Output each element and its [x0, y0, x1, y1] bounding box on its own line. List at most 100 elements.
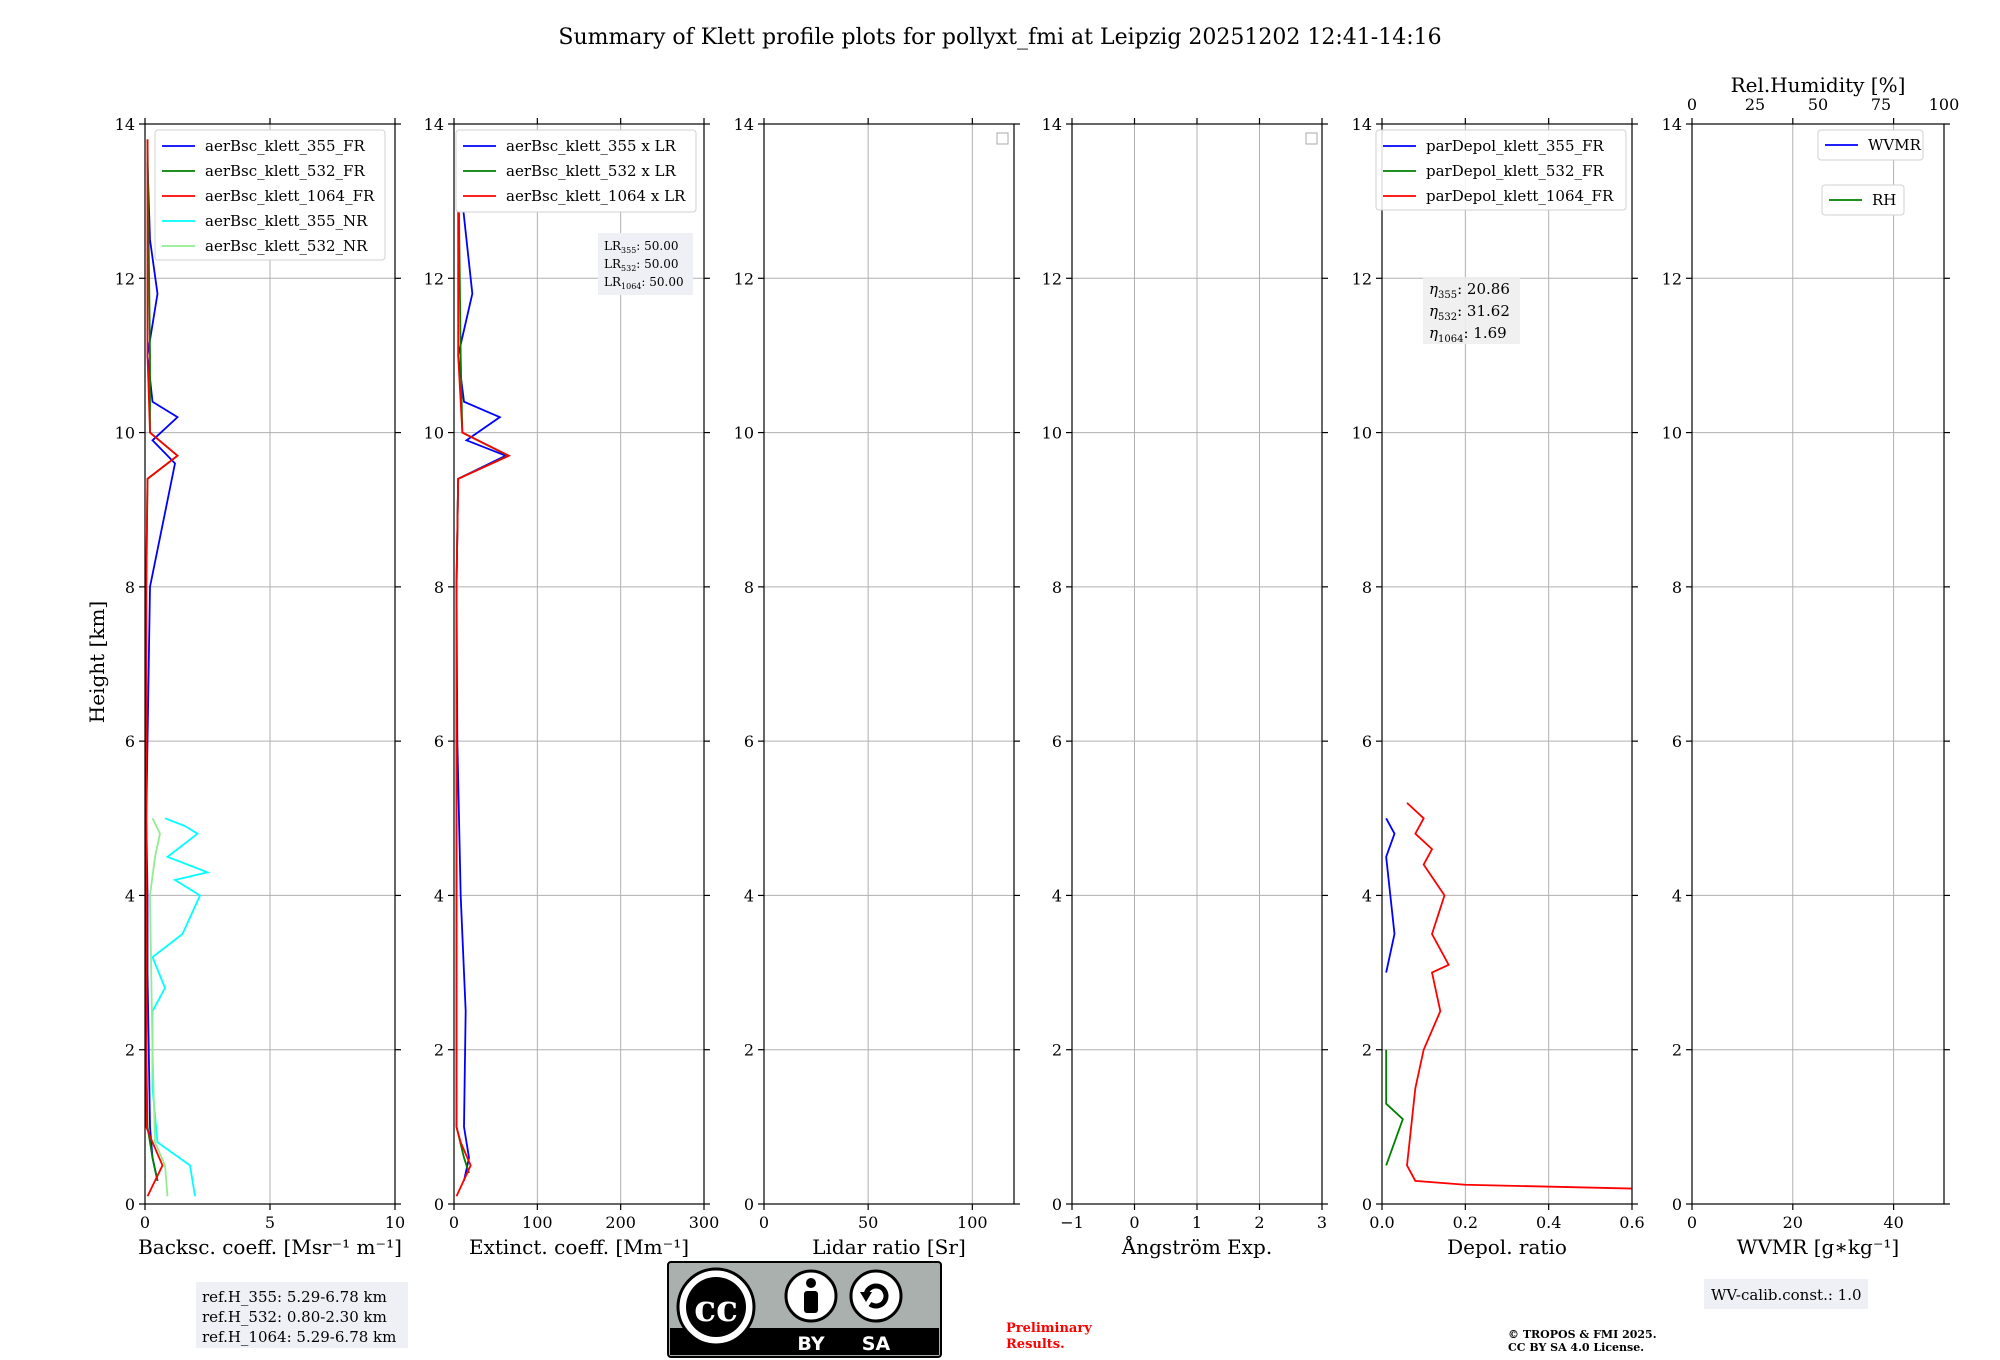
x-tick-label: −1 — [1060, 1213, 1084, 1232]
series-parDepol_klett_1064_FR — [1406, 802, 1633, 1190]
x2-tick-label: 0 — [1687, 95, 1697, 114]
legend-label: aerBsc_klett_532_NR — [205, 237, 368, 255]
series-aerBsc_klett_1064 x LR — [455, 139, 512, 1197]
x-tick-label: 50 — [858, 1213, 878, 1232]
x-tick-label: 100 — [957, 1213, 988, 1232]
eta1064-value: 1.69 — [1473, 324, 1506, 342]
y-tick-label: 10 — [1042, 424, 1062, 443]
ref-height-532: ref.H_532: 0.80-2.30 km — [202, 1308, 387, 1326]
y-tick-label: 2 — [125, 1041, 135, 1060]
lr532-value: 50.00 — [644, 257, 678, 271]
svg-text:LR1064: 50.00: LR1064: 50.00 — [604, 275, 684, 291]
y-tick-label: 4 — [1362, 886, 1372, 905]
wv-calibration-text: WV-calib.const.: 1.0 — [1711, 1286, 1862, 1304]
y-tick-label: 10 — [115, 424, 135, 443]
eta532-value: 31.62 — [1467, 302, 1510, 320]
legend-label: parDepol_klett_532_FR — [1426, 162, 1604, 180]
y-tick-label: 8 — [125, 578, 135, 597]
y-tick-label: 14 — [1662, 115, 1682, 134]
x2-axis-label: Rel.Humidity [%] — [1731, 73, 1906, 97]
y-tick-label: 14 — [1042, 115, 1062, 134]
y-tick-label: 6 — [744, 732, 754, 751]
x-tick-label: 200 — [605, 1213, 636, 1232]
x-tick-label: 0 — [1687, 1213, 1697, 1232]
series-aerBsc_klett_355 x LR — [455, 162, 508, 1182]
y-tick-label: 6 — [1672, 732, 1682, 751]
y-tick-label: 4 — [434, 886, 444, 905]
legend-wvmr: WVMR — [1817, 129, 1924, 161]
plot-frame — [1071, 123, 1323, 1205]
x-tick-label: 0 — [759, 1213, 769, 1232]
legend-label: aerBsc_klett_355_NR — [205, 212, 368, 230]
cc-mark: cc — [694, 1288, 738, 1330]
y-tick-label: 8 — [744, 578, 754, 597]
wv-calibration-box: WV-calib.const.: 1.0 — [1704, 1279, 1868, 1309]
svg-text:LR532: 50.00: LR532: 50.00 — [604, 257, 679, 273]
x-tick-label: 20 — [1783, 1213, 1803, 1232]
x2-tick-label: 50 — [1808, 95, 1828, 114]
y-tick-label: 8 — [1362, 578, 1372, 597]
legend-label: aerBsc_klett_1064 x LR — [506, 187, 686, 205]
x2-tick-label: 75 — [1871, 95, 1891, 114]
y-tick-label: 10 — [1352, 424, 1372, 443]
y-axis-label: Height [km] — [85, 601, 109, 723]
x-tick-label: 0.4 — [1536, 1213, 1561, 1232]
x2-tick-label: 25 — [1745, 95, 1765, 114]
ref-height-1064: ref.H_1064: 5.29-6.78 km — [202, 1328, 396, 1346]
preliminary-line1: Preliminary — [1006, 1321, 1092, 1336]
svg-text:LR355: 50.00: LR355: 50.00 — [604, 239, 679, 255]
y-tick-label: 6 — [434, 732, 444, 751]
panel-backscatter: 0 5 10 0 2 4 6 8 10 12 14 Backsc. coeff. [Msr⁻¹ m⁻¹… — [115, 115, 406, 1259]
y-tick-label: 0 — [125, 1195, 135, 1214]
x-tick-label: 40 — [1883, 1213, 1903, 1232]
x-tick-label: 10 — [385, 1213, 405, 1232]
empty-legend-markers — [996, 132, 1318, 145]
copyright-line2: CC BY SA 4.0 License. — [1508, 1341, 1644, 1354]
x-axis-label: Ångström Exp. — [1121, 1234, 1272, 1259]
x-axis-label: Depol. ratio — [1447, 1235, 1567, 1259]
y-tick-label: 4 — [1672, 886, 1682, 905]
y-tick-label: 14 — [734, 115, 754, 134]
y-tick-label: 12 — [1042, 269, 1062, 288]
x-axis-label: WVMR [g∗kg⁻¹] — [1737, 1235, 1899, 1259]
legend-label: RH — [1872, 191, 1896, 209]
series-aerBsc_klett_532_NR — [149, 817, 169, 1197]
preliminary-line2: Results. — [1006, 1337, 1065, 1352]
legend-label: parDepol_klett_355_FR — [1426, 137, 1604, 155]
y-tick-label: 4 — [125, 886, 135, 905]
y-tick-label: 0 — [1052, 1195, 1062, 1214]
series-aerBsc_klett_355_NR — [151, 817, 211, 1197]
x-tick-label: 0.6 — [1619, 1213, 1644, 1232]
y-tick-label: 2 — [434, 1041, 444, 1060]
y-tick-label: 6 — [125, 732, 135, 751]
series-aerBsc_klett_532 x LR — [455, 139, 511, 1174]
y-tick-label: 10 — [1662, 424, 1682, 443]
y-tick-label: 0 — [1672, 1195, 1682, 1214]
x2-tick-label: 100 — [1929, 95, 1960, 114]
plot-frame — [1691, 123, 1945, 1205]
y-tick-label: 6 — [1362, 732, 1372, 751]
y-tick-label: 14 — [115, 115, 135, 134]
y-tick-label: 12 — [1662, 269, 1682, 288]
license-badge: cc BY SA — [667, 1261, 942, 1358]
plot-frame — [1381, 123, 1633, 1205]
y-tick-label: 2 — [744, 1041, 754, 1060]
svg-text:η355: 20.86: η355: 20.86 — [1429, 280, 1510, 301]
reference-height-box: ref.H_355: 5.29-6.78 km ref.H_532: 0.80-… — [196, 1282, 408, 1348]
y-tick-label: 12 — [424, 269, 444, 288]
legend-depolarization: parDepol_klett_355_FR parDepol_klett_532… — [1375, 129, 1627, 211]
plot-frame — [453, 123, 705, 1205]
x-tick-label: 5 — [265, 1213, 275, 1232]
series-aerBsc_klett_1064_FR — [145, 139, 179, 1197]
svg-text:η532: 31.62: η532: 31.62 — [1429, 302, 1510, 323]
series-parDepol_klett_532_FR — [1385, 1049, 1404, 1166]
y-tick-label: 12 — [1352, 269, 1372, 288]
y-tick-label: 10 — [734, 424, 754, 443]
y-tick-label: 2 — [1672, 1041, 1682, 1060]
x-tick-label: 3 — [1317, 1213, 1327, 1232]
y-tick-label: 0 — [1362, 1195, 1372, 1214]
y-tick-label: 0 — [744, 1195, 754, 1214]
by-label: BY — [797, 1333, 824, 1355]
